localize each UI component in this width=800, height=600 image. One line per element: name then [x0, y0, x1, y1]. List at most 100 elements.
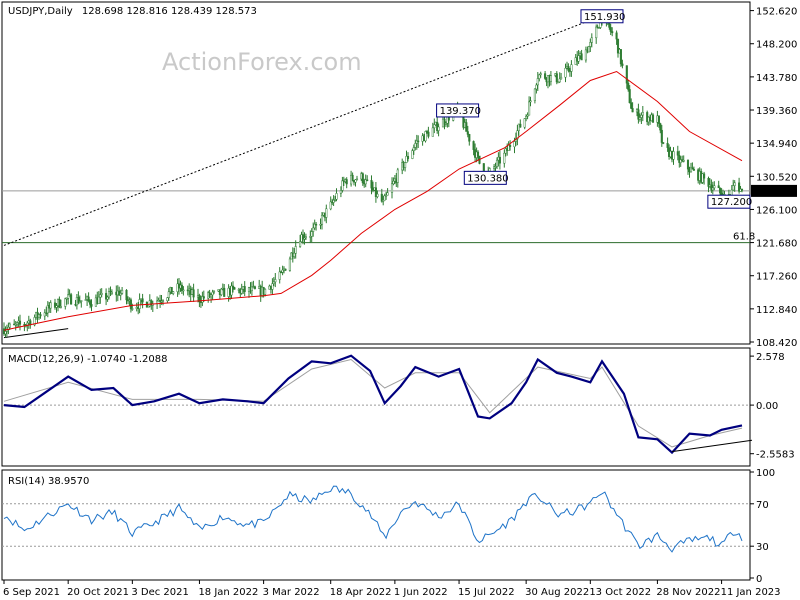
candle-body: [53, 302, 57, 308]
candle-body: [39, 314, 42, 317]
candle-body: [382, 199, 385, 202]
candle-body: [570, 64, 573, 72]
x-tick-label: 20 Oct 2021: [67, 587, 129, 598]
candle-body: [231, 285, 235, 288]
macd-plot: [2, 354, 753, 455]
candle-body: [210, 294, 213, 298]
price-annotation-box: [463, 170, 507, 185]
candle-body: [320, 214, 324, 225]
candle-body: [90, 304, 93, 307]
candle-body: [703, 173, 706, 179]
candle-body: [84, 299, 87, 301]
candle-body: [315, 223, 318, 226]
macd-y-tick-label: 2.578: [756, 352, 785, 363]
macd-y-tick-label: 0.00: [756, 401, 778, 412]
candle-body: [560, 76, 563, 80]
candle-body: [444, 123, 447, 125]
candle-body: [406, 156, 410, 159]
macd-label: MACD(12,26,9) -1.0740 -1.2088: [8, 354, 168, 365]
price-trendline: [3, 15, 603, 246]
candle-body: [509, 145, 512, 147]
candle-body: [577, 55, 580, 62]
price-annotation-label: 151.930: [584, 12, 625, 23]
price-plot: 61.8 151.930 139.370 130.380 127.200: [2, 9, 755, 339]
candle-body: [70, 294, 73, 305]
candle-body: [536, 78, 539, 86]
candle-body: [106, 296, 109, 300]
price-annotation-box: [580, 9, 624, 24]
price-y-tick-label: 121.680: [756, 239, 797, 250]
candle-body: [264, 288, 267, 295]
candle-body: [691, 167, 694, 170]
candle-body: [498, 156, 501, 164]
candle-body: [201, 296, 204, 303]
candle-body: [437, 126, 440, 131]
candle-body: [523, 118, 526, 128]
candle-body: [14, 323, 17, 326]
candle-body: [89, 300, 92, 305]
price-y-tick-label: 148.200: [756, 40, 797, 51]
candle-body: [312, 227, 315, 232]
candle-body: [631, 108, 634, 113]
candle-body: [212, 290, 216, 293]
candle-body: [119, 293, 122, 296]
rsi-line: [3, 485, 743, 553]
candle-body: [465, 122, 468, 132]
candle-body: [361, 173, 364, 184]
candle-body: [538, 74, 541, 79]
x-tick-label: 15 Jul 2022: [458, 587, 515, 598]
candle-body: [390, 183, 394, 193]
candle-body: [46, 305, 49, 314]
candle-body: [138, 299, 141, 309]
candle-body: [243, 286, 246, 292]
candle-body: [672, 151, 675, 160]
rsi-y-tick-label: 100: [756, 468, 775, 479]
candle-body: [472, 141, 475, 150]
candle-body: [107, 291, 111, 298]
candle-body: [503, 152, 506, 164]
candle-body: [662, 142, 665, 144]
rsi-plot: [2, 485, 750, 553]
candle-body: [443, 118, 446, 125]
candle-body: [319, 223, 322, 226]
candle-body: [325, 208, 328, 218]
candle-body: [43, 312, 46, 317]
candle-body: [131, 308, 134, 310]
candle-body: [304, 236, 307, 239]
ohlc-text: 128.698 128.816 128.439 128.573: [82, 6, 257, 17]
candle-body: [351, 174, 354, 181]
candle-body: [640, 114, 643, 118]
candle-body: [495, 159, 499, 167]
candle-body: [7, 326, 10, 331]
macd-trendline: [671, 439, 753, 453]
candle-body: [609, 27, 612, 32]
price-y-tick-label: 139.360: [756, 106, 797, 117]
rsi-y-tick-label: 30: [756, 542, 769, 553]
candle-body: [657, 115, 660, 124]
candle-body: [660, 129, 663, 143]
candle-body: [637, 109, 640, 120]
candle-body: [129, 299, 132, 310]
candle-body: [526, 114, 529, 117]
candle-body: [713, 185, 716, 189]
x-tick-label: 11 Jan 2023: [721, 587, 781, 598]
candle-body: [271, 283, 274, 290]
candle-body: [240, 289, 243, 294]
candle-body: [4, 331, 7, 335]
x-tick-label: 3 Dec 2021: [131, 587, 189, 598]
candle-body: [529, 100, 532, 103]
candle-body: [250, 286, 253, 292]
macd-signal-line: [3, 358, 743, 448]
candle-body: [417, 140, 420, 143]
candle-body: [355, 178, 359, 181]
x-tick-label: 1 Jun 2022: [394, 587, 448, 598]
candle-body: [525, 116, 528, 119]
candle-body: [77, 297, 80, 304]
candle-body: [587, 46, 590, 53]
price-y-tick-label: 108.420: [756, 338, 797, 349]
price-annotation-label: 130.380: [467, 173, 508, 184]
price-y-tick-label: 117.260: [756, 272, 797, 283]
candle-body: [230, 285, 233, 296]
candle-body: [539, 73, 542, 76]
candle-body: [192, 289, 195, 298]
